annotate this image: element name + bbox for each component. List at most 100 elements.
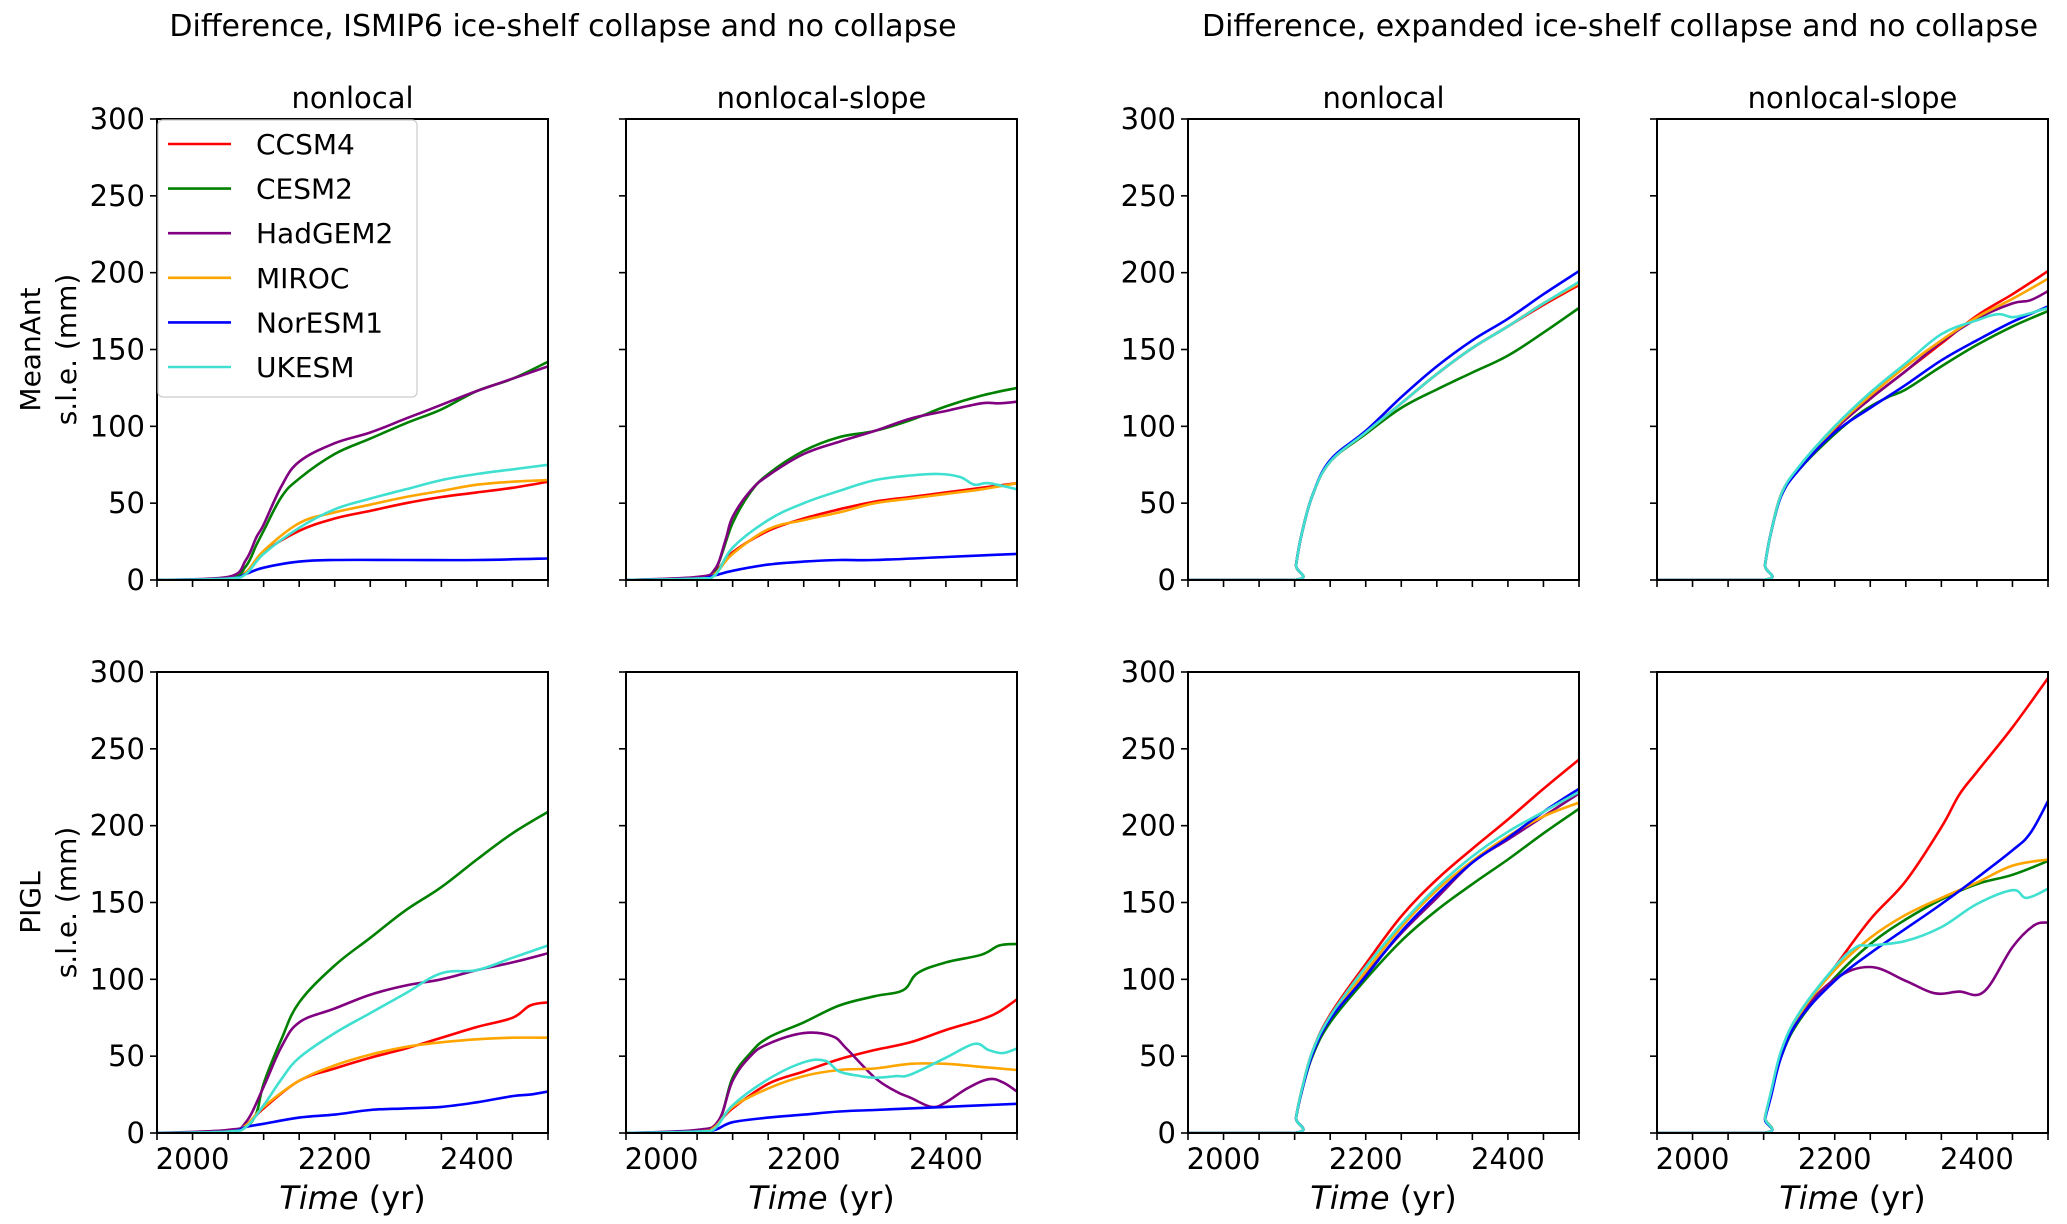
x-axis-label-time: Time [279, 1179, 358, 1217]
axes-frame [625, 671, 1018, 1134]
y-tick-label: 250 [90, 179, 145, 213]
series-line-cesm2 [1188, 807, 1579, 1133]
axes-frame [625, 118, 1018, 581]
series-line-hadgem2 [157, 365, 548, 580]
x-tick-label: 2400 [1940, 1142, 2014, 1176]
legend-label-ukesm: UKESM [256, 351, 354, 384]
x-axis-label-unit: (yr) [828, 1179, 895, 1217]
axes-frame [1187, 118, 1580, 581]
series-line-cesm2 [626, 942, 1017, 1133]
x-axis-label: Time (yr) [1779, 1179, 1926, 1217]
y-tick-label: 250 [90, 732, 145, 766]
y-axis-label: s.l.e. (mm) [50, 274, 83, 426]
series-line-cesm2 [626, 386, 1017, 580]
series-line-ccsm4 [1657, 676, 2048, 1133]
x-axis-label: Time (yr) [1310, 1179, 1457, 1217]
group-title-ismip6: Difference, ISMIP6 ice-shelf collapse an… [169, 9, 956, 44]
series-line-ukesm [626, 472, 1017, 580]
series-line-ccsm4 [1188, 283, 1579, 580]
panel-pigl-6: 2000 2200 2400 Time (yr) 0 50 100 150 200 250 300 [1121, 655, 1580, 1217]
x-tick-label: 2400 [1471, 1142, 1545, 1176]
y-axis-label: PIGL [14, 871, 47, 934]
legend-label-ccsm4: CCSM4 [256, 128, 355, 161]
legend-label-noresm1: NorESM1 [256, 306, 383, 339]
x-axis-label-unit: (yr) [1859, 1179, 1926, 1217]
x-axis-label: Time (yr) [748, 1179, 895, 1217]
series-line-hadgem2 [626, 400, 1017, 580]
x-axis-label-time: Time [1310, 1179, 1389, 1217]
x-tick-label: 2200 [767, 1142, 841, 1176]
y-tick-label: 50 [1139, 1039, 1176, 1073]
panel-meanant-0: 0 50 100 150 200 250 300 MeanAnt s.l.e. (mm) nonl… [14, 81, 549, 597]
panel-pigl-7: 2000 2200 2400 Time (yr) [1650, 671, 2049, 1217]
y-tick-label: 250 [1121, 179, 1176, 213]
x-tick-label: 2000 [1187, 1142, 1261, 1176]
x-axis-label-unit: (yr) [359, 1179, 426, 1217]
series-line-noresm1 [157, 1090, 548, 1133]
x-axis-label-time: Time [748, 1179, 827, 1217]
series-line-miroc [1188, 801, 1579, 1133]
series-line-miroc [157, 478, 548, 580]
y-tick-label: 300 [90, 655, 145, 689]
axes-frame [1656, 671, 2049, 1134]
axes-frame [1656, 118, 2049, 581]
y-tick-label: 100 [1121, 962, 1176, 996]
y-tick-label: 50 [108, 1039, 145, 1073]
x-tick-label: 2400 [440, 1142, 514, 1176]
series-line-miroc [626, 1062, 1017, 1133]
series-line-noresm1 [1657, 305, 2048, 580]
series-line-noresm1 [626, 1102, 1017, 1133]
series-line-ukesm [1188, 790, 1579, 1133]
y-tick-label: 0 [1158, 1116, 1176, 1150]
series-line-ukesm [1657, 306, 2048, 580]
group-title-expanded: Difference, expanded ice-shelf collapse … [1202, 9, 2038, 44]
series-line-hadgem2 [1188, 792, 1579, 1133]
axes-frame [156, 671, 549, 1134]
series-line-miroc [157, 1036, 548, 1133]
series-line-cesm2 [1657, 859, 2048, 1133]
y-tick-label: 0 [1158, 563, 1176, 597]
series-line-hadgem2 [626, 1031, 1017, 1133]
y-tick-label: 150 [90, 886, 145, 920]
y-tick-label: 0 [127, 1116, 145, 1150]
y-tick-label: 100 [1121, 409, 1176, 443]
x-tick-label: 2200 [1798, 1142, 1872, 1176]
axes-frame [156, 118, 549, 581]
x-axis-label-unit: (yr) [1390, 1179, 1457, 1217]
series-line-ukesm [157, 463, 548, 580]
y-tick-label: 200 [90, 256, 145, 290]
panel-title: nonlocal-slope [1748, 81, 1958, 115]
series-group [157, 360, 548, 580]
y-tick-label: 50 [108, 486, 145, 520]
series-line-noresm1 [1657, 799, 2048, 1133]
series-line-hadgem2 [157, 951, 548, 1133]
panel-title: nonlocal [1322, 81, 1444, 115]
legend: CCSM4 CESM2 HadGEM2 MIROC NorESM1 UKESM [157, 119, 418, 398]
y-tick-label: 300 [90, 102, 145, 136]
series-line-cesm2 [1657, 309, 2048, 580]
y-tick-label: 0 [127, 563, 145, 597]
series-group [626, 386, 1017, 580]
x-tick-label: 2000 [1656, 1142, 1730, 1176]
series-line-miroc [1657, 277, 2048, 580]
y-tick-label: 250 [1121, 732, 1176, 766]
y-tick-label: 150 [1121, 886, 1176, 920]
series-line-miroc [1657, 858, 2048, 1133]
y-tick-label: 50 [1139, 486, 1176, 520]
series-group [1657, 676, 2048, 1133]
x-axis-label-time: Time [1779, 1179, 1858, 1217]
y-tick-label: 300 [1121, 655, 1176, 689]
x-tick-label: 2000 [156, 1142, 230, 1176]
y-tick-label: 200 [1121, 256, 1176, 290]
series-line-ccsm4 [157, 480, 548, 580]
panel-title: nonlocal [291, 81, 413, 115]
series-line-ukesm [1657, 887, 2048, 1133]
series-line-miroc [1188, 282, 1579, 580]
x-tick-label: 2200 [1329, 1142, 1403, 1176]
y-tick-label: 100 [90, 409, 145, 443]
panel-pigl-4: 2000 2200 2400 Time (yr) 0 50 100 150 200 250 300 P… [14, 655, 549, 1217]
y-axis-label: MeanAnt [14, 287, 47, 411]
series-line-ukesm [626, 1042, 1017, 1133]
series-line-cesm2 [157, 810, 548, 1133]
